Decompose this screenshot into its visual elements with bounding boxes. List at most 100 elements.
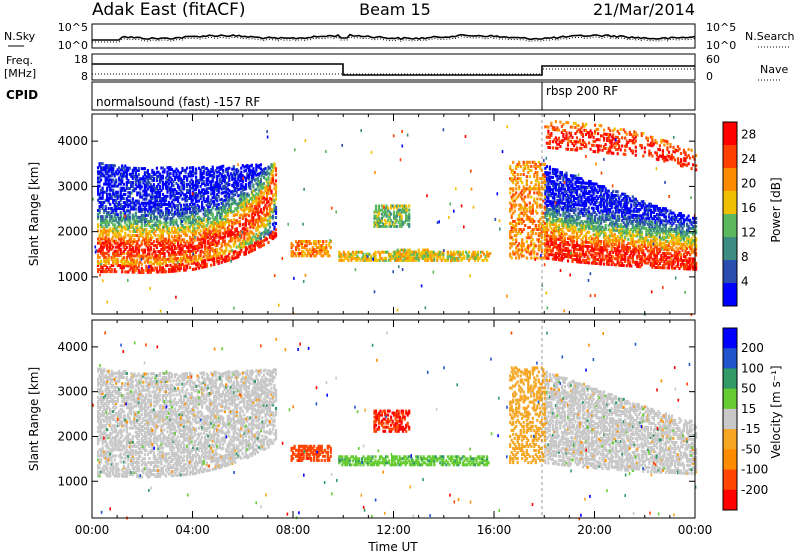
data-cell (607, 244, 610, 248)
data-cell (190, 194, 193, 198)
data-cell (106, 233, 109, 237)
data-cell (624, 245, 627, 249)
data-cell (119, 203, 122, 206)
data-cell (125, 246, 128, 249)
data-cell (547, 208, 550, 211)
data-cell (262, 176, 265, 179)
data-cell (551, 229, 554, 232)
data-cell (566, 241, 570, 245)
data-cell (565, 210, 568, 214)
data-cell (243, 245, 246, 248)
data-cell (235, 219, 238, 223)
data-cell (169, 168, 172, 172)
data-cell (588, 236, 591, 240)
data-cell (232, 218, 235, 222)
data-cell (618, 241, 621, 245)
data-cell (169, 223, 172, 227)
data-cell (594, 219, 597, 223)
data-cell (600, 193, 603, 197)
data-cell (199, 219, 202, 223)
data-cell (175, 257, 178, 261)
data-cell (556, 211, 559, 215)
data-cell (189, 229, 192, 233)
data-cell (255, 163, 258, 167)
data-cell (548, 177, 551, 181)
data-cell (572, 205, 576, 208)
data-cell (581, 250, 585, 254)
data-cell (262, 239, 265, 243)
data-cell (588, 214, 591, 218)
data-cell (163, 203, 166, 207)
data-cell (234, 221, 237, 225)
data-cell (211, 257, 214, 261)
data-cell (557, 258, 560, 262)
data-cell (572, 203, 576, 206)
data-cell (202, 261, 205, 265)
data-cell (100, 266, 103, 269)
data-cell (169, 263, 172, 267)
data-cell (578, 203, 582, 207)
data-cell (628, 207, 631, 211)
data-cell (176, 250, 180, 254)
data-cell (145, 207, 148, 211)
data-cell (176, 204, 180, 208)
data-cell (240, 170, 243, 174)
data-cell (548, 238, 551, 242)
data-cell (205, 177, 208, 181)
data-cell (145, 193, 148, 197)
data-cell (625, 207, 628, 211)
data-cell (652, 206, 655, 210)
data-cell (640, 200, 643, 204)
data-cell (157, 195, 160, 199)
data-cell (143, 224, 146, 228)
data-cell (594, 200, 597, 204)
data-cell (149, 266, 152, 270)
data-cell (583, 226, 586, 230)
data-cell (225, 182, 228, 185)
data-cell (548, 171, 551, 175)
data-cell (595, 251, 598, 255)
data-cell (232, 250, 235, 254)
data-cell (553, 172, 556, 176)
data-cell (643, 206, 646, 210)
data-cell (107, 166, 110, 170)
data-cell (622, 257, 625, 261)
data-cell (187, 197, 190, 200)
data-cell (225, 169, 228, 173)
data-cell (550, 251, 553, 255)
data-cell (250, 178, 253, 181)
data-cell (624, 217, 627, 221)
data-cell (199, 190, 202, 194)
data-cell (643, 259, 646, 263)
data-cell (258, 245, 261, 249)
data-cell (250, 171, 253, 175)
data-cell (589, 235, 592, 238)
data-cell (136, 260, 139, 264)
data-cell (640, 240, 643, 244)
data-cell (595, 182, 598, 186)
data-cell (222, 225, 225, 229)
data-cell (649, 263, 652, 267)
data-cell (634, 220, 637, 224)
data-cell (231, 177, 234, 181)
data-cell (651, 263, 654, 267)
data-cell (636, 199, 639, 203)
data-cell (219, 180, 222, 183)
data-cell (222, 191, 225, 195)
data-cell (115, 229, 118, 233)
data-cell (577, 258, 580, 262)
data-cell (556, 176, 559, 180)
data-cell (127, 213, 130, 217)
data-cell (112, 184, 115, 188)
data-cell (572, 251, 576, 255)
data-cell (183, 256, 186, 260)
freq-unit: [MHz] (4, 67, 36, 80)
data-cell (249, 225, 252, 229)
data-cell (229, 237, 232, 241)
data-cell (104, 217, 107, 221)
data-cell (160, 252, 163, 255)
data-cell (122, 205, 125, 209)
data-cell (139, 256, 142, 260)
data-cell (609, 256, 612, 260)
data-cell (222, 223, 225, 227)
